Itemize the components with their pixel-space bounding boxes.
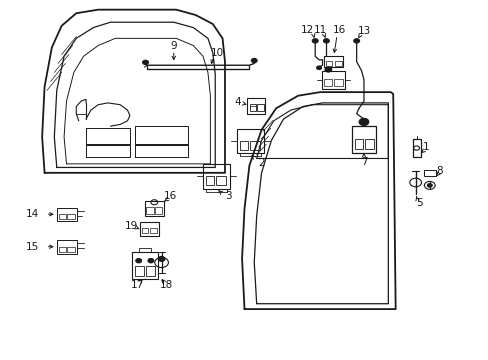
Bar [144,201,163,216]
Text: 11: 11 [313,25,326,35]
Circle shape [148,258,154,263]
Bar [155,207,162,214]
Bar [364,139,373,149]
Bar [354,139,362,149]
Text: 8: 8 [435,166,442,176]
Bar [333,78,342,86]
Text: 16: 16 [332,25,346,35]
Bar [324,56,343,67]
Bar [351,126,375,153]
Circle shape [323,39,329,43]
Text: 12: 12 [301,25,314,35]
Bar [249,104,255,111]
Text: 4: 4 [234,97,241,107]
Bar [67,215,75,220]
Bar [132,252,158,279]
Circle shape [325,67,331,72]
Bar [324,78,331,86]
Circle shape [142,60,148,64]
Text: 15: 15 [26,242,39,252]
Bar [334,60,341,66]
Text: 14: 14 [26,209,39,219]
Text: 3: 3 [225,191,232,201]
Circle shape [312,39,318,43]
Circle shape [353,39,359,43]
Bar [57,240,77,253]
Bar [59,215,66,220]
Bar [256,104,263,111]
Bar [216,176,225,185]
Bar [67,247,75,252]
Bar [246,98,265,114]
Bar [150,228,157,233]
Bar [250,140,260,149]
Bar [57,208,77,221]
Circle shape [136,258,142,263]
Circle shape [251,58,257,63]
Text: 1: 1 [422,142,429,152]
Text: 16: 16 [163,191,177,201]
Bar [321,71,344,89]
Circle shape [158,256,164,261]
Text: 13: 13 [357,26,370,36]
Bar [240,140,247,149]
Bar [140,222,159,235]
Bar [135,266,143,276]
Text: 18: 18 [160,280,173,290]
Bar [59,247,66,252]
Text: 2: 2 [257,158,264,168]
Bar [412,139,420,157]
Bar [203,164,229,189]
Bar [325,60,331,66]
Bar [146,207,154,214]
Text: 17: 17 [131,280,144,290]
Text: 5: 5 [415,198,422,208]
Text: 7: 7 [360,157,366,167]
Bar [423,170,435,176]
Bar [205,176,213,185]
Text: 9: 9 [170,41,177,50]
Bar [146,266,155,276]
Text: 19: 19 [124,221,138,231]
Bar [237,129,264,153]
Bar [142,228,148,233]
Circle shape [316,66,321,69]
Circle shape [358,118,368,126]
Circle shape [427,184,431,187]
Text: 10: 10 [211,48,224,58]
